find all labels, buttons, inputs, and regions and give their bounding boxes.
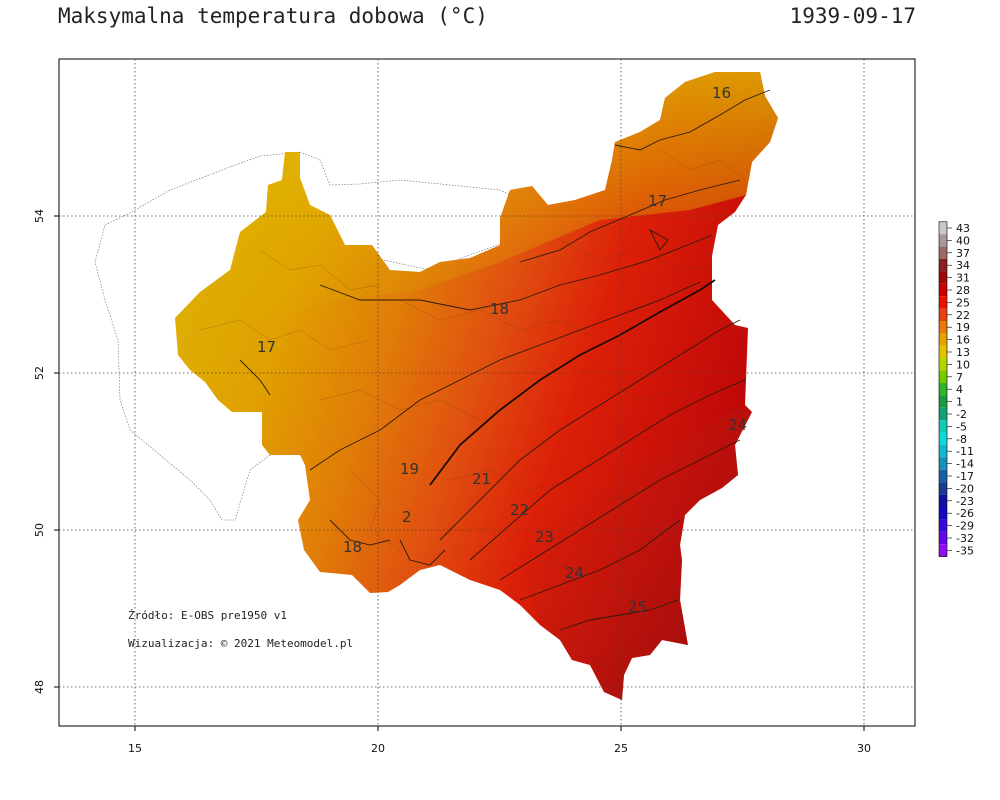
- legend-label: 1: [956, 396, 963, 409]
- legend-label: -29: [956, 520, 974, 533]
- color-legend: 434037343128252219161310741-2-5-8-11-14-…: [938, 221, 974, 557]
- legend-swatch: [939, 296, 947, 309]
- country-outline-west: [94, 151, 521, 521]
- legend-label: 43: [956, 222, 970, 235]
- legend-swatch: [939, 308, 947, 321]
- legend-swatch: [939, 283, 947, 297]
- map-date: 1939-09-17: [789, 4, 916, 28]
- legend-swatch: [939, 420, 947, 433]
- legend-label: 16: [956, 334, 970, 347]
- contour-label: 17: [257, 338, 276, 356]
- legend-swatch: [939, 259, 947, 272]
- visualization-credit: Wizualizacja: © 2021 Meteomodel.pl: [128, 637, 353, 650]
- x-tick-label: 15: [128, 742, 142, 755]
- source-credit: Źródło: E-OBS pre1950 v1: [128, 609, 287, 622]
- legend-swatch: [939, 345, 947, 359]
- contour-label: 17: [648, 192, 667, 210]
- legend-label: 40: [956, 234, 970, 247]
- legend-swatch: [939, 457, 947, 470]
- legend-label: -17: [956, 470, 974, 483]
- legend-swatch: [939, 507, 947, 520]
- legend-label: 25: [956, 296, 970, 309]
- legend-border: [938, 221, 948, 557]
- legend-label: 37: [956, 247, 970, 260]
- contour-label: 23: [535, 528, 554, 546]
- contour-label: 16: [712, 84, 731, 102]
- y-tick-label: 52: [33, 366, 46, 380]
- contour-label: 24: [565, 564, 584, 582]
- legend-swatch: [939, 482, 947, 495]
- temperature-field-north: [175, 72, 778, 360]
- legend-swatch: [939, 407, 947, 421]
- legend-swatch: [939, 432, 947, 445]
- legend-label: -35: [956, 544, 974, 557]
- x-tick-label: 30: [857, 742, 871, 755]
- y-axis: 54 52 50 48: [33, 209, 59, 694]
- legend-swatch: [939, 370, 947, 383]
- legend-swatch: [939, 531, 947, 545]
- x-axis: 15 20 25 30: [128, 726, 871, 755]
- contour-label: 25: [628, 598, 647, 616]
- legend-label: 10: [956, 358, 970, 371]
- y-tick-label: 50: [33, 523, 46, 537]
- legend-swatch: [939, 395, 947, 408]
- y-tick-label: 48: [33, 680, 46, 694]
- legend-label: -20: [956, 482, 974, 495]
- legend-swatch: [939, 519, 947, 532]
- contour-label: 21: [472, 470, 491, 488]
- legend-label: -2: [956, 408, 967, 421]
- legend-label: 31: [956, 272, 970, 285]
- contour-label: 2: [402, 508, 412, 526]
- legend-label: -11: [956, 445, 974, 458]
- contour-label: 18: [490, 300, 509, 318]
- contour-lines: [239, 89, 771, 631]
- legend-swatch: [939, 321, 947, 334]
- legend-label: 13: [956, 346, 970, 359]
- legend-label: 28: [956, 284, 970, 297]
- contour-label: 19: [400, 460, 419, 478]
- legend-label: 4: [956, 383, 963, 396]
- contour-label: 24: [728, 416, 747, 434]
- legend-swatch: [939, 469, 947, 483]
- x-tick-label: 20: [371, 742, 385, 755]
- region-outlines: [199, 149, 746, 601]
- legend-swatch: [939, 358, 947, 371]
- legend-label: -32: [956, 532, 974, 545]
- grid-lines: [59, 59, 915, 726]
- legend-swatch: [939, 271, 947, 284]
- legend-swatch: [939, 234, 947, 247]
- legend-swatch: [939, 383, 947, 396]
- legend-swatch: [939, 246, 947, 259]
- legend-swatch: [939, 544, 947, 557]
- legend-label: -26: [956, 507, 974, 520]
- legend-label: 19: [956, 321, 970, 334]
- legend-label: 34: [956, 259, 970, 272]
- contour-labels: 16 17 18 17 19 21 22 23 24 25 24 18 2: [257, 84, 747, 616]
- legend-label: -14: [956, 458, 974, 471]
- contour-label: 22: [510, 501, 529, 519]
- x-tick-label: 25: [614, 742, 628, 755]
- legend-swatch: [939, 445, 947, 458]
- legend-label: -5: [956, 420, 967, 433]
- legend-label: 22: [956, 309, 970, 322]
- legend-swatch: [939, 333, 947, 346]
- map-title: Maksymalna temperatura dobowa (°C): [58, 4, 488, 28]
- legend-label: -23: [956, 495, 974, 508]
- legend-swatch: [939, 494, 947, 507]
- legend-label: 7: [956, 371, 963, 384]
- legend-label: -8: [956, 433, 967, 446]
- legend-swatch: [939, 221, 947, 235]
- contour-label: 18: [343, 538, 362, 556]
- y-tick-label: 54: [33, 209, 46, 223]
